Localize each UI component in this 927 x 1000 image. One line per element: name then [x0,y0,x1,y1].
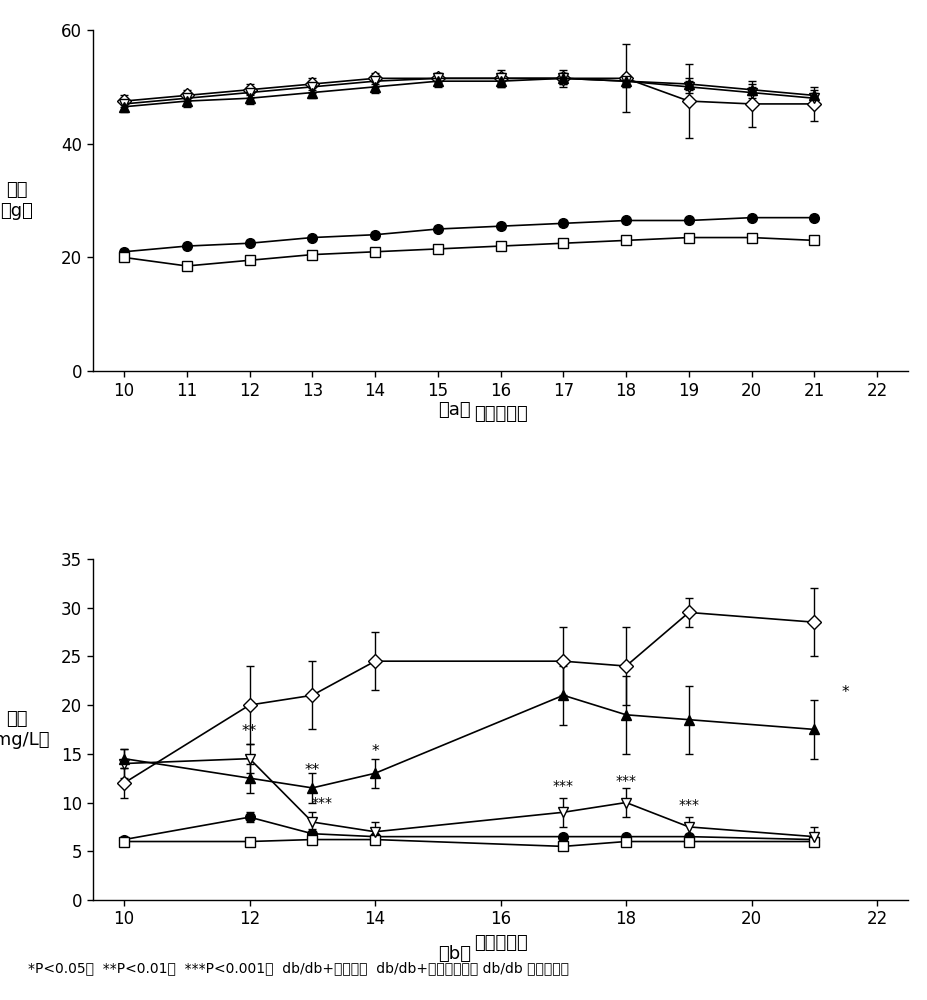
X-axis label: 时间（周）: 时间（周） [474,405,527,423]
Text: *: * [842,685,849,700]
Text: ***: *** [552,779,574,793]
Text: *P<0.05，  **P<0.01，  ***P<0.001，  db/db+茶粉组，  db/db+水浸出物组与 db/db 对照组相比: *P<0.05， **P<0.01， ***P<0.001， db/db+茶粉组… [28,961,569,975]
Text: **: ** [242,724,257,739]
Text: ***: *** [311,796,332,810]
Text: （a）: （a） [438,401,471,419]
Text: ***: *** [616,774,637,788]
Legend: WT对照, WT+茶粉, db/db对照, db/db+茶粉, db/db+水 浸 出物: WT对照, WT+茶粉, db/db对照, db/db+茶粉, db/db+水 … [925,567,927,710]
Legend: WT对照, WT+茶粉, db/db对照, db/db+茶粉, db/db+水 浸 出物: WT对照, WT+茶粉, db/db对照, db/db+茶粉, db/db+水 … [925,38,927,182]
Y-axis label: 体重
（g）: 体重 （g） [0,181,33,220]
X-axis label: 时间（周）: 时间（周） [474,934,527,952]
Text: **: ** [305,763,320,778]
Y-axis label: 血糖
（mg/L）: 血糖 （mg/L） [0,710,50,749]
Text: ***: *** [679,798,699,812]
Text: （b）: （b） [438,945,471,963]
Text: *: * [372,744,379,759]
